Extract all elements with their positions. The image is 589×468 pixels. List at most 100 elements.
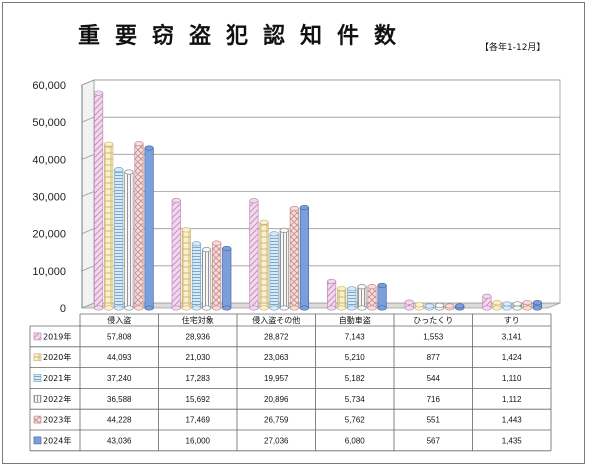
- bar-2019年-住宅対象: [171, 197, 181, 311]
- legend-key: [33, 353, 42, 362]
- bar-2021年-ひったくり: [424, 303, 435, 311]
- bar-2020年-侵入盗: [104, 141, 114, 311]
- bar-2023年-すり: [522, 300, 532, 311]
- legend-key: [33, 394, 42, 403]
- gridline-slant: [81, 228, 95, 235]
- table-value-cell: 5,210: [345, 353, 366, 362]
- table-value-cell: 1,443: [502, 416, 523, 425]
- table-value-cell: 16,000: [186, 436, 211, 445]
- table-value-cell: 23,063: [264, 353, 289, 362]
- table-value-cell: 27,036: [264, 436, 289, 445]
- table-series-name: 2021年: [43, 373, 71, 383]
- table-value-cell: 5,762: [345, 416, 366, 425]
- y-tick-label: 30,000: [32, 192, 66, 204]
- bar-2024年-ひったくり: [455, 303, 465, 311]
- bar-2022年-侵入盗その他: [279, 227, 289, 311]
- table-series-name: 2024年: [43, 435, 71, 445]
- y-tick-label: 0: [60, 303, 66, 315]
- table-value-cell: 57,808: [107, 332, 132, 341]
- table-value-cell: 5,182: [345, 374, 366, 383]
- chart-subtitle: 【各年1-12月】: [480, 43, 546, 53]
- table-value-cell: 15,692: [186, 395, 211, 404]
- bar-2021年-侵入盗その他: [269, 231, 279, 311]
- y-tick-label: 10,000: [32, 266, 66, 278]
- table-value-cell: 716: [427, 395, 441, 404]
- table-value-cell: 44,228: [107, 416, 132, 425]
- bar-2024年-住宅対象: [222, 245, 232, 311]
- bar-2022年-自動車盗: [357, 284, 367, 311]
- table-value-cell: 551: [427, 416, 441, 425]
- bar-2019年-自動車盗: [326, 278, 337, 311]
- legend-key: [33, 332, 42, 341]
- bar-2019年-侵入盗その他: [249, 198, 259, 311]
- table-value-cell: 1,110: [502, 374, 522, 383]
- bar-2022年-住宅対象: [201, 247, 212, 311]
- table-value-cell: 44,093: [107, 353, 132, 362]
- bar-2022年-ひったくり: [434, 302, 445, 311]
- chart-title: 重要窃盗犯認知件数: [78, 24, 412, 49]
- y-tick-label: 50,000: [32, 117, 66, 129]
- y-tick-label: 40,000: [32, 154, 66, 166]
- gridline-slant: [81, 191, 95, 197]
- bar-2024年-すり: [532, 300, 543, 311]
- bar-2022年-侵入盗: [124, 169, 134, 311]
- table-header-cell: 住宅対象: [182, 315, 214, 325]
- gridline-slant: [81, 79, 95, 86]
- table-value-cell: 43,036: [107, 436, 132, 445]
- table-value-cell: 17,469: [186, 416, 211, 425]
- bar-2021年-自動車盗: [347, 286, 357, 311]
- table-value-cell: 37,240: [107, 374, 132, 383]
- bar-2023年-自動車盗: [367, 284, 377, 311]
- bar-2019年-すり: [482, 293, 492, 311]
- table-value-cell: 19,957: [264, 374, 289, 383]
- bar-2024年-自動車盗: [377, 282, 387, 311]
- legend-key: [33, 415, 42, 424]
- table-series-name: 2020年: [43, 352, 71, 362]
- table-value-cell: 28,936: [186, 332, 211, 341]
- table-value-cell: 26,759: [264, 416, 289, 425]
- table-value-cell: 20,896: [264, 395, 289, 404]
- bar-2019年-侵入盗: [93, 90, 104, 311]
- bar-2022年-すり: [512, 301, 522, 311]
- y-tick-label: 20,000: [32, 229, 66, 241]
- table-header-cell: ひったくり: [413, 316, 453, 325]
- table-value-cell: 7,143: [345, 332, 366, 341]
- table-series-name: 2023年: [43, 415, 71, 425]
- table-series-name: 2022年: [43, 394, 71, 404]
- bar-2023年-侵入盗: [134, 141, 144, 311]
- bar-2020年-ひったくり: [414, 302, 424, 311]
- table-value-cell: 1,424: [502, 353, 523, 362]
- gridline-slant: [81, 153, 95, 160]
- bar-2024年-侵入盗: [144, 145, 154, 311]
- table-value-cell: 1,112: [502, 395, 522, 404]
- y-tick-label: 60,000: [32, 80, 66, 92]
- gridline-slant: [81, 265, 95, 272]
- legend-key: [33, 374, 42, 382]
- table-value-cell: 1,435: [502, 436, 523, 445]
- bar-2021年-住宅対象: [191, 241, 202, 311]
- table-value-cell: 3,141: [502, 332, 523, 341]
- table-header-cell: 侵入盗: [107, 315, 131, 325]
- table-value-cell: 21,030: [186, 353, 211, 362]
- bar-2021年-すり: [502, 301, 512, 311]
- table-value-cell: 544: [427, 374, 441, 383]
- table-value-cell: 1,553: [423, 332, 444, 341]
- bar-2020年-すり: [492, 300, 502, 311]
- bar-2024年-侵入盗その他: [299, 204, 310, 311]
- bar-2023年-住宅対象: [212, 240, 222, 311]
- table-value-cell: 877: [427, 353, 441, 362]
- table-header-cell: すり: [504, 316, 520, 325]
- bar-2019年-ひったくり: [404, 299, 414, 311]
- table-value-cell: 28,872: [264, 332, 289, 341]
- table-value-cell: 567: [427, 436, 441, 445]
- gridline-slant: [81, 116, 95, 123]
- bar-2020年-自動車盗: [337, 286, 347, 311]
- table-value-cell: 36,588: [107, 395, 132, 404]
- table-series-name: 2019年: [43, 331, 71, 341]
- legend-key: [33, 436, 42, 445]
- table-header-cell: 自動車盗: [339, 315, 371, 325]
- bar-2020年-侵入盗その他: [259, 219, 269, 311]
- table-value-cell: 6,080: [345, 436, 366, 445]
- bar-2020年-住宅対象: [181, 227, 191, 311]
